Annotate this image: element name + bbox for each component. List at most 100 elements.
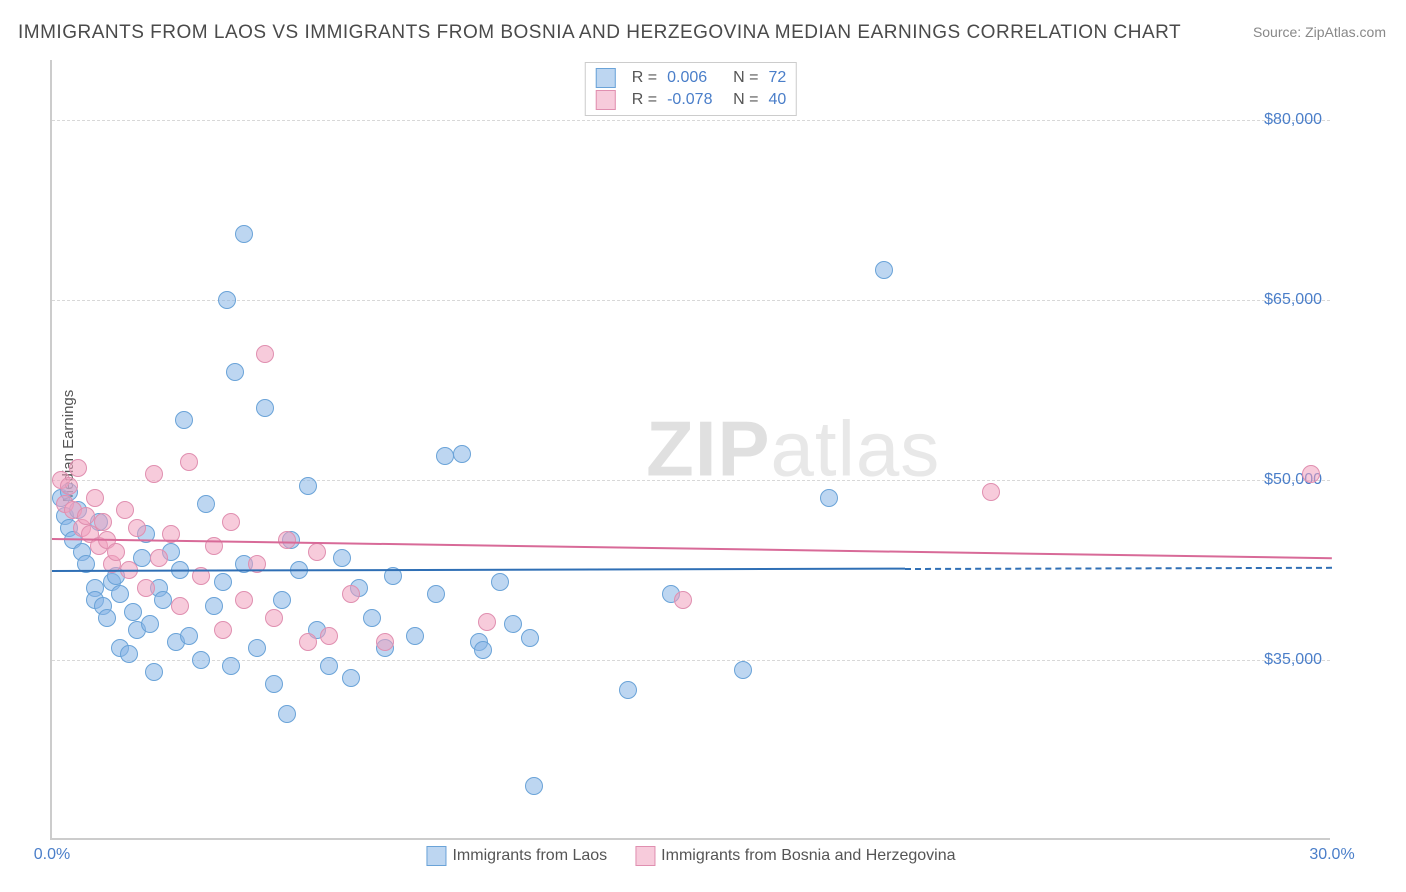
gridline — [52, 660, 1330, 661]
scatter-plot-area: ZIPatlas R =0.006N =72R =-0.078N =40 Imm… — [50, 60, 1330, 840]
y-tick-label: $65,000 — [1264, 291, 1322, 309]
data-point-bosnia — [256, 345, 274, 363]
data-point-laos — [205, 597, 223, 615]
data-point-laos — [504, 615, 522, 633]
legend-swatch-laos — [426, 846, 446, 866]
data-point-bosnia — [376, 633, 394, 651]
data-point-bosnia — [137, 579, 155, 597]
data-point-bosnia — [69, 459, 87, 477]
gridline — [52, 300, 1330, 301]
data-point-laos — [154, 591, 172, 609]
legend-item-bosnia: Immigrants from Bosnia and Herzegovina — [635, 846, 955, 866]
data-point-bosnia — [265, 609, 283, 627]
data-point-laos — [98, 609, 116, 627]
data-point-laos — [175, 411, 193, 429]
data-point-laos — [214, 573, 232, 591]
legend-swatch-bosnia — [635, 846, 655, 866]
data-point-laos — [180, 627, 198, 645]
data-point-bosnia — [235, 591, 253, 609]
data-point-bosnia — [320, 627, 338, 645]
data-point-bosnia — [1302, 465, 1320, 483]
data-point-laos — [226, 363, 244, 381]
data-point-laos — [141, 615, 159, 633]
stats-row-laos: R = 0.006 N = 72 — [596, 67, 786, 89]
data-point-laos — [619, 681, 637, 699]
data-point-bosnia — [299, 633, 317, 651]
data-point-laos — [235, 225, 253, 243]
legend-label: Immigrants from Bosnia and Herzegovina — [661, 847, 955, 864]
data-point-laos — [299, 477, 317, 495]
data-point-laos — [333, 549, 351, 567]
data-point-bosnia — [128, 519, 146, 537]
data-point-laos — [474, 641, 492, 659]
r-value: -0.078 — [667, 91, 723, 109]
data-point-laos — [320, 657, 338, 675]
n-value: 72 — [768, 69, 786, 87]
data-point-laos — [218, 291, 236, 309]
data-point-laos — [278, 705, 296, 723]
data-point-bosnia — [60, 477, 78, 495]
data-point-laos — [248, 639, 266, 657]
data-point-bosnia — [171, 597, 189, 615]
r-value: 0.006 — [667, 69, 723, 87]
data-point-laos — [273, 591, 291, 609]
data-point-bosnia — [86, 489, 104, 507]
data-point-bosnia — [342, 585, 360, 603]
data-point-bosnia — [214, 621, 232, 639]
data-point-bosnia — [77, 507, 95, 525]
series-legend: Immigrants from Laos Immigrants from Bosn… — [426, 846, 955, 866]
data-point-laos — [342, 669, 360, 687]
data-point-laos — [363, 609, 381, 627]
data-point-bosnia — [94, 513, 112, 531]
data-point-laos — [875, 261, 893, 279]
chart-title: IMMIGRANTS FROM LAOS VS IMMIGRANTS FROM … — [18, 22, 1181, 44]
data-point-laos — [820, 489, 838, 507]
data-point-bosnia — [478, 613, 496, 631]
data-point-bosnia — [982, 483, 1000, 501]
data-point-bosnia — [222, 513, 240, 531]
data-point-laos — [111, 585, 129, 603]
gridline — [52, 480, 1330, 481]
y-tick-label: $80,000 — [1264, 111, 1322, 129]
data-point-laos — [256, 399, 274, 417]
data-point-laos — [525, 777, 543, 795]
n-label: N = — [733, 69, 758, 87]
data-point-bosnia — [107, 543, 125, 561]
source-attribution: Source: ZipAtlas.com — [1253, 24, 1386, 40]
data-point-laos — [192, 651, 210, 669]
stats-row-bosnia: R = -0.078 N = 40 — [596, 89, 786, 111]
x-tick-label: 30.0% — [1309, 846, 1354, 864]
data-point-bosnia — [116, 501, 134, 519]
data-point-laos — [145, 663, 163, 681]
data-point-laos — [734, 661, 752, 679]
data-point-bosnia — [278, 531, 296, 549]
legend-label: Immigrants from Laos — [452, 847, 607, 864]
data-point-laos — [453, 445, 471, 463]
y-tick-label: $35,000 — [1264, 651, 1322, 669]
data-point-laos — [436, 447, 454, 465]
data-point-laos — [521, 629, 539, 647]
data-point-laos — [491, 573, 509, 591]
legend-swatch-laos — [596, 68, 616, 88]
data-point-bosnia — [150, 549, 168, 567]
legend-item-laos: Immigrants from Laos — [426, 846, 607, 866]
data-point-bosnia — [180, 453, 198, 471]
data-point-laos — [427, 585, 445, 603]
data-point-bosnia — [145, 465, 163, 483]
trend-line-laos — [905, 566, 1332, 569]
r-label: R = — [632, 69, 657, 87]
r-label: R = — [632, 91, 657, 109]
data-point-laos — [406, 627, 424, 645]
correlation-stats-box: R = 0.006 N = 72 R = -0.078 N = 40 — [585, 62, 797, 116]
legend-swatch-bosnia — [596, 90, 616, 110]
n-value: 40 — [768, 91, 786, 109]
gridline — [52, 120, 1330, 121]
data-point-laos — [197, 495, 215, 513]
x-tick-label: 0.0% — [34, 846, 70, 864]
data-point-laos — [120, 645, 138, 663]
data-point-laos — [222, 657, 240, 675]
data-point-bosnia — [674, 591, 692, 609]
n-label: N = — [733, 91, 758, 109]
data-point-laos — [124, 603, 142, 621]
data-point-bosnia — [308, 543, 326, 561]
